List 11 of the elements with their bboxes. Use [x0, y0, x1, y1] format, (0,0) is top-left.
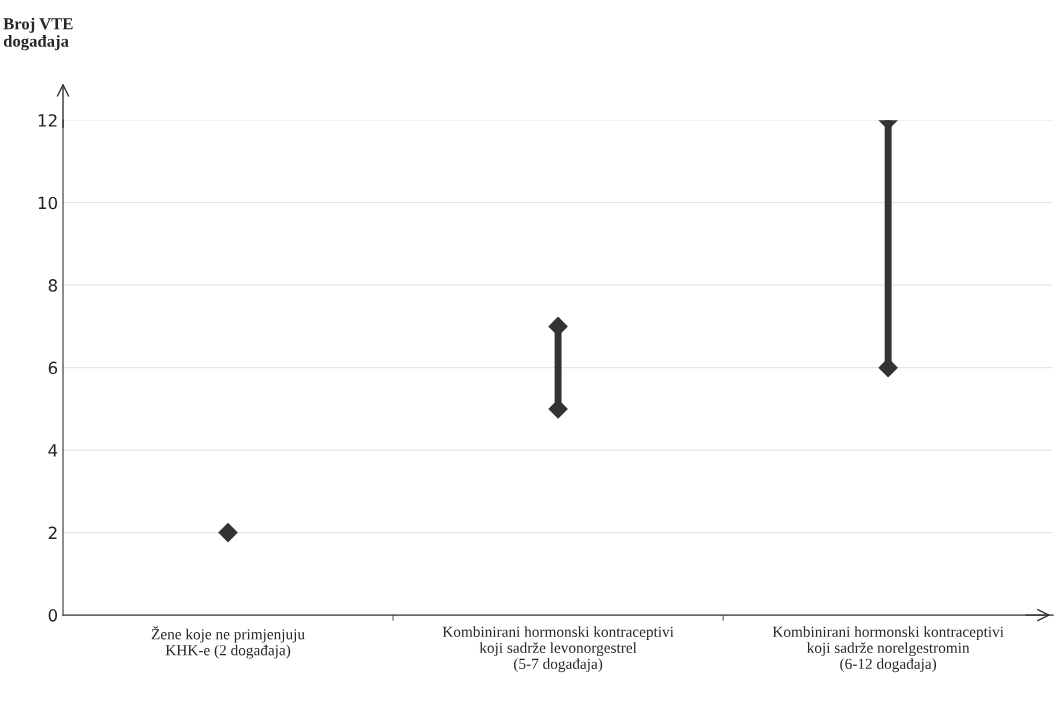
y-axis-title: Broj VTE događaja — [3, 17, 73, 51]
x-tick-label: Kombinirani hormonski kontraceptivi koji sadrže norelgestromin (6-12 događaja) — [772, 626, 1004, 673]
x-tick-label: Žene koje ne primjenjuju KHK-e (2 događaja) — [151, 626, 305, 659]
y-tick-label: 10 — [38, 196, 58, 210]
y-tick-label: 12 — [38, 114, 57, 127]
y-tick-label: 0 — [48, 609, 58, 622]
x-tick-label: Kombinirani hormonski kontraceptivi koji sadrže levonorgestrel (5-7 događaja) — [442, 626, 674, 673]
y-tick-label: 4 — [48, 444, 58, 457]
y-tick-label: 2 — [48, 526, 57, 539]
y-tick-label: 8 — [48, 279, 58, 292]
y-tick-label: 6 — [48, 361, 58, 375]
